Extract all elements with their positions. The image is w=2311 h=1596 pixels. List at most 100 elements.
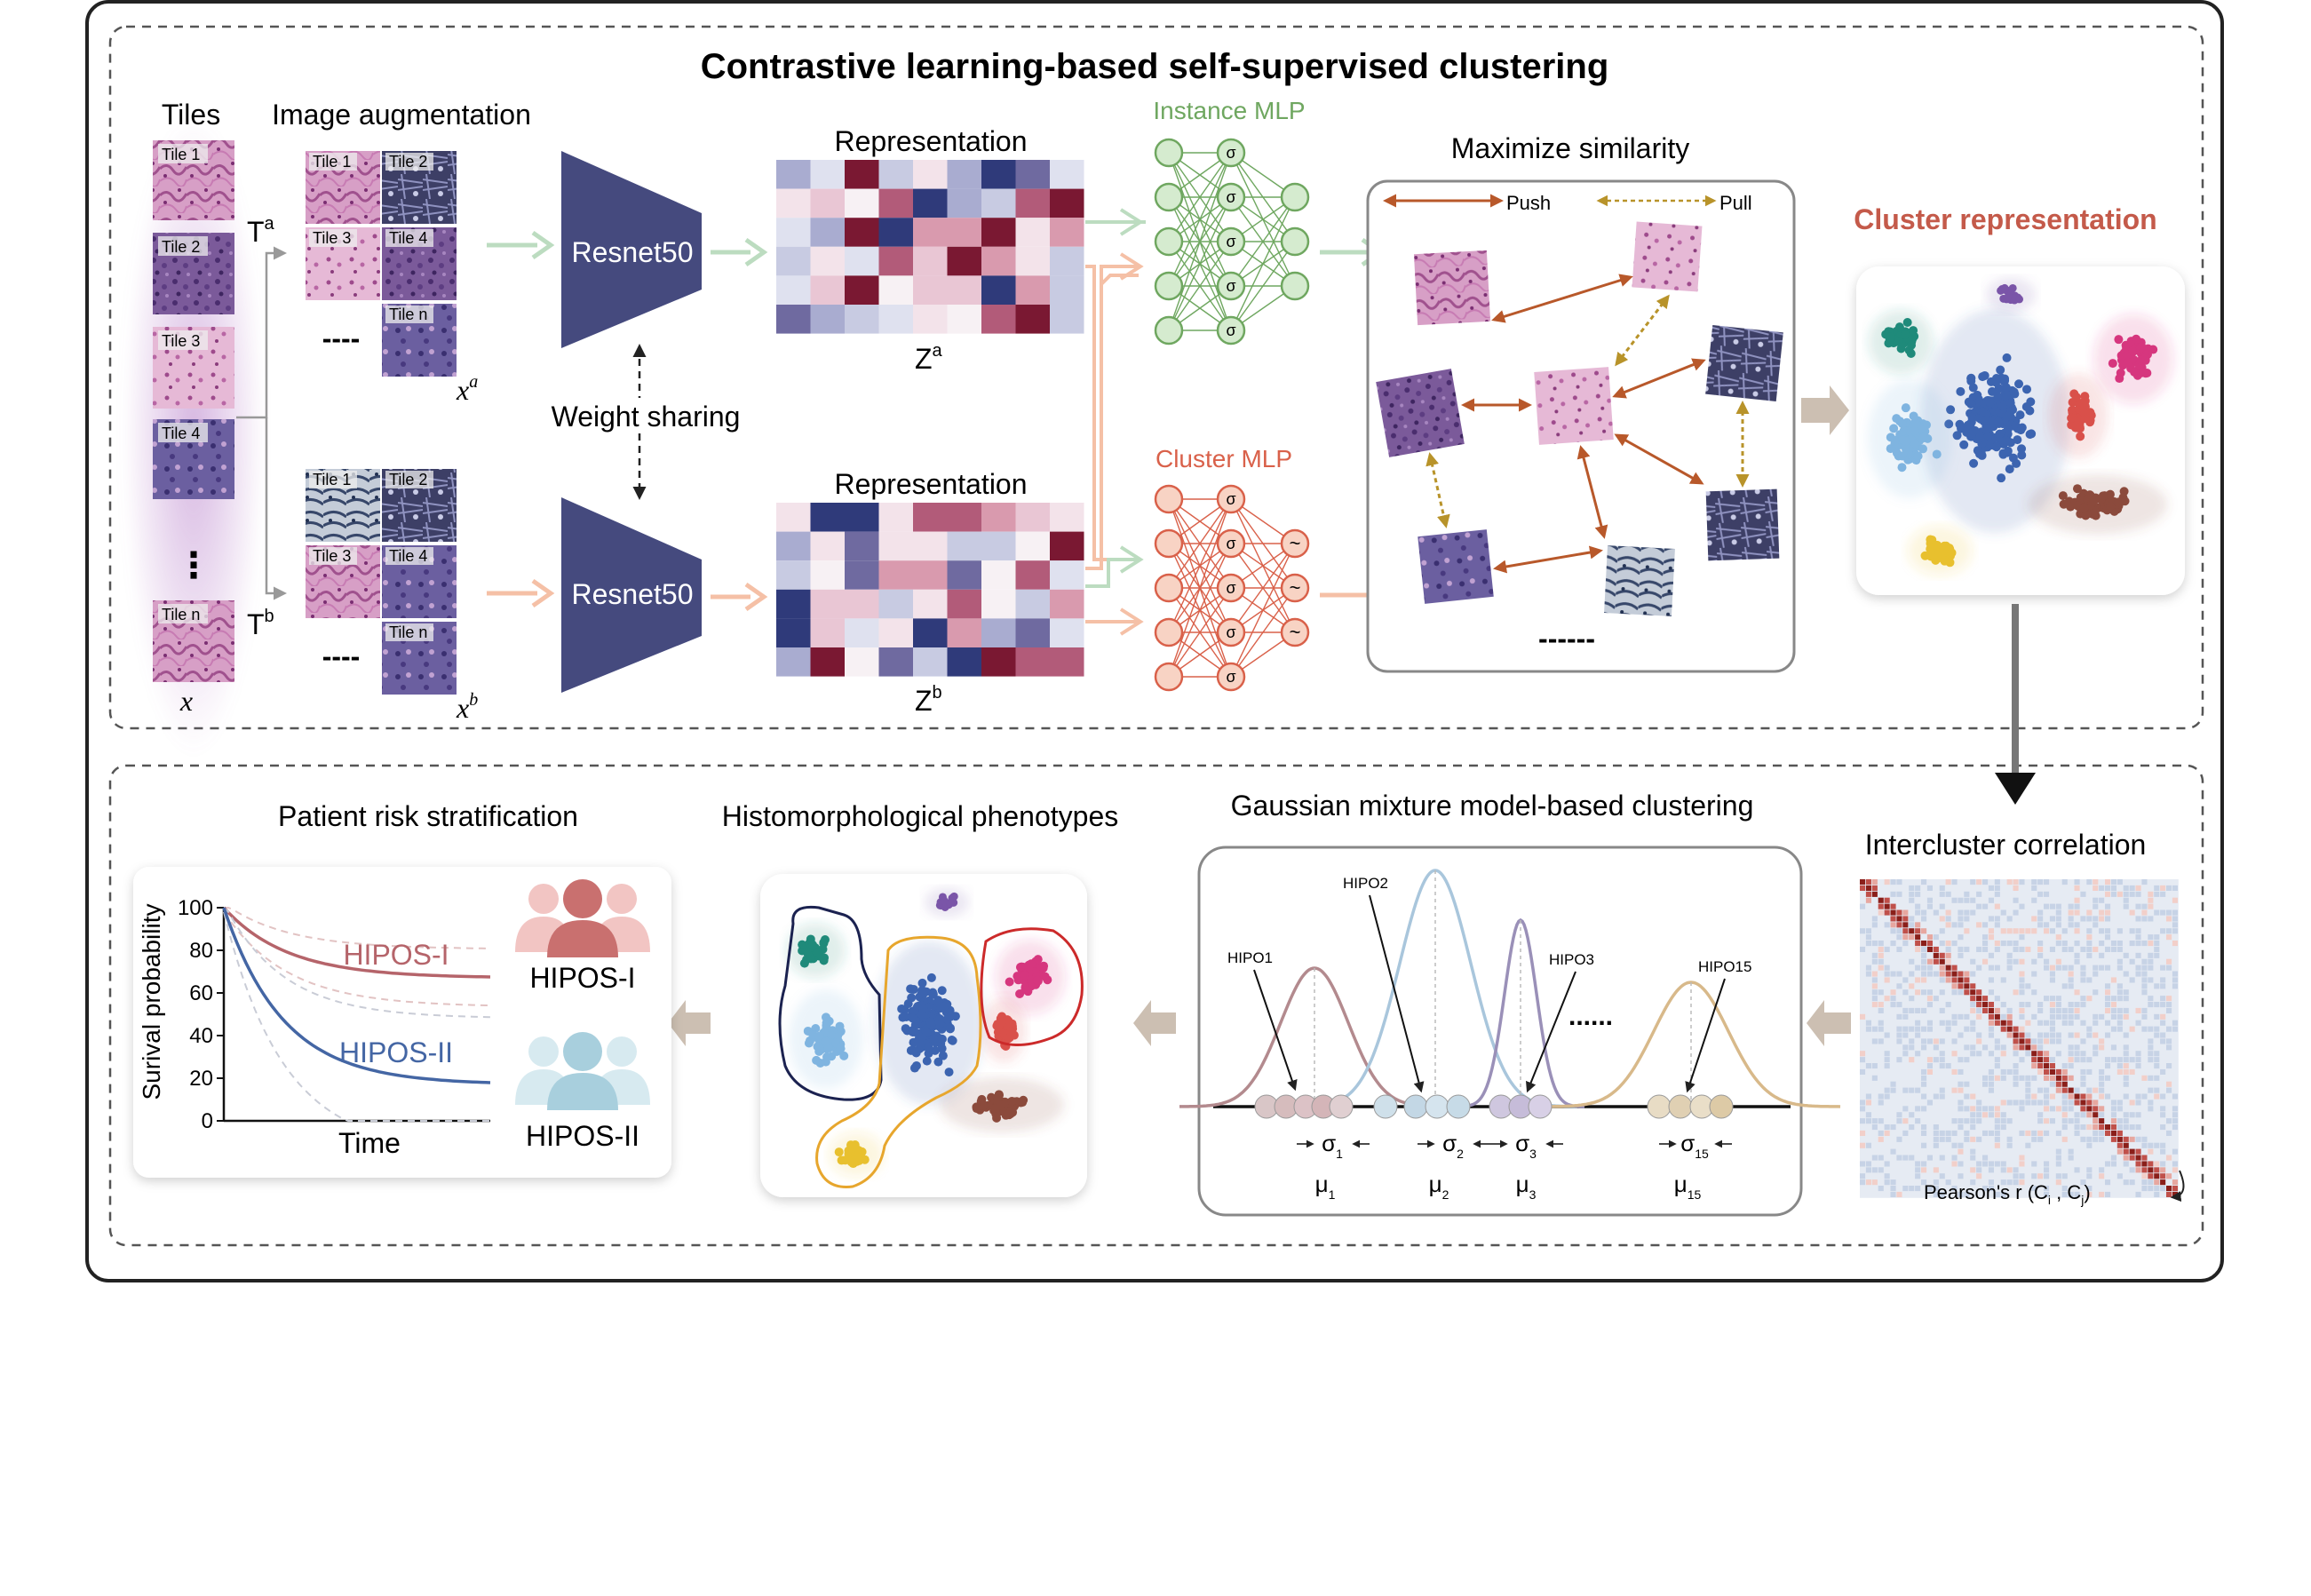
matrix-cell: [2013, 885, 2019, 891]
matrix-cell: [2068, 946, 2074, 952]
matrix-cell: [2049, 1081, 2055, 1087]
matrix-cell: [2074, 928, 2080, 934]
matrix-cell: [1994, 1075, 2000, 1081]
matrix-cell: [2123, 1013, 2129, 1020]
matrix-cell: [2135, 941, 2141, 947]
matrix-cell: [2000, 1020, 2006, 1026]
heatmap-cell: [981, 305, 1016, 334]
matrix-cell: [2166, 1002, 2172, 1008]
matrix-cell: [1933, 996, 1939, 1002]
matrix-cell: [2166, 1063, 2172, 1069]
matrix-cell: [2099, 1013, 2105, 1020]
matrix-cell: [2135, 885, 2141, 891]
matrix-cell: [1939, 1087, 1945, 1093]
matrix-cell: [1896, 916, 1902, 922]
matrix-cell: [1896, 1155, 1902, 1161]
matrix-cell: [2166, 1081, 2172, 1087]
matrix-cell: [1884, 1051, 1890, 1057]
mlp-sigma: σ: [1226, 144, 1235, 162]
heatmap-cell: [810, 503, 845, 532]
tile-2: Tile 2: [153, 233, 234, 314]
matrix-cell: [1933, 946, 1939, 952]
matrix-cell: [2160, 1112, 2166, 1118]
cluster-point: [2022, 385, 2032, 394]
matrix-cell: [2123, 1124, 2129, 1131]
cluster-point: [2106, 502, 2116, 512]
matrix-cell: [2000, 1002, 2006, 1008]
matrix-cell: [1890, 1124, 1896, 1131]
matrix-cell: [2061, 1007, 2068, 1013]
matrix-cell: [2123, 1068, 2129, 1075]
matrix-cell: [2105, 909, 2111, 916]
matrix-cell: [2099, 1038, 2105, 1044]
matrix-cell: [2093, 879, 2099, 885]
matrix-cell: [2013, 928, 2019, 934]
heatmap-cell: [913, 560, 948, 590]
matrix-cell: [2116, 989, 2123, 996]
cluster-point: [1897, 463, 1907, 472]
cluster-point: [2021, 401, 2031, 411]
heatmap-cell: [845, 188, 879, 218]
matrix-cell: [1902, 922, 1909, 928]
matrix-cell: [2154, 941, 2160, 947]
matrix-cell: [2044, 1130, 2050, 1136]
matrix-cell: [2049, 928, 2055, 934]
heatmap-cell: [776, 218, 811, 247]
matrix-cell: [1890, 1148, 1896, 1155]
matrix-cell: [1902, 1013, 1909, 1020]
cluster-point: [1932, 449, 1942, 459]
cluster-point: [1956, 386, 1966, 396]
matrix-cell: [2055, 1002, 2061, 1008]
matrix-cell: [2160, 1032, 2166, 1038]
matrix-cell: [1994, 1136, 2000, 1142]
cluster-point: [997, 1017, 1007, 1027]
matrix-cell: [2105, 885, 2111, 891]
matrix-cell: [1951, 1051, 1958, 1057]
matrix-cell: [1884, 879, 1890, 885]
matrix-cell: [1915, 941, 1921, 947]
matrix-cell: [2019, 1075, 2025, 1081]
matrix-cell: [2172, 1026, 2178, 1032]
matrix-cell: [2105, 1161, 2111, 1167]
cluster-point: [1007, 1096, 1017, 1106]
matrix-cell: [1964, 1093, 1970, 1100]
matrix-cell: [2166, 1155, 2172, 1161]
matrix-cell: [2037, 879, 2044, 885]
mlp-node: [1216, 315, 1246, 345]
matrix-cell: [2006, 1136, 2013, 1142]
cluster-point: [2000, 283, 2009, 292]
matrix-cell: [2093, 1032, 2099, 1038]
matrix-cell: [2129, 928, 2135, 934]
matrix-cell: [1964, 897, 1970, 903]
matrix-cell: [1902, 1130, 1909, 1136]
matrix-cell: [2044, 928, 2050, 934]
matrix-cell: [2013, 1100, 2019, 1106]
matrix-cell: [2019, 1032, 2025, 1038]
matrix-cell: [1921, 958, 1927, 965]
cluster-point: [2059, 499, 2069, 509]
ta-symbol: Ta: [247, 214, 275, 248]
cluster-point: [2027, 429, 2037, 439]
cluster-point: [2116, 368, 2125, 377]
matrix-cell: [2166, 928, 2172, 934]
aug-bottom-dashes: ----: [322, 640, 361, 672]
matrix-cell: [1994, 941, 2000, 947]
matrix-cell: [1878, 1002, 1884, 1008]
matrix-cell: [1915, 977, 1921, 983]
matrix-cell: [1976, 1106, 1982, 1112]
heatmap-cell: [1050, 188, 1084, 218]
survival-ylabel: Surival probability: [138, 904, 165, 1100]
matrix-cell: [2099, 1118, 2105, 1124]
matrix-cell: [2080, 1179, 2086, 1186]
matrix-cell: [1958, 946, 1964, 952]
matrix-cell: [1865, 1161, 1871, 1167]
matrix-cell: [2148, 1057, 2154, 1063]
matrix-cell: [2080, 996, 2086, 1002]
matrix-cell: [1915, 934, 1921, 941]
matrix-cell: [1865, 897, 1871, 903]
matrix-cell: [2006, 1179, 2013, 1186]
matrix-cell: [1915, 1106, 1921, 1112]
matrix-cell: [2099, 1112, 2105, 1118]
matrix-cell: [1860, 1161, 1866, 1167]
